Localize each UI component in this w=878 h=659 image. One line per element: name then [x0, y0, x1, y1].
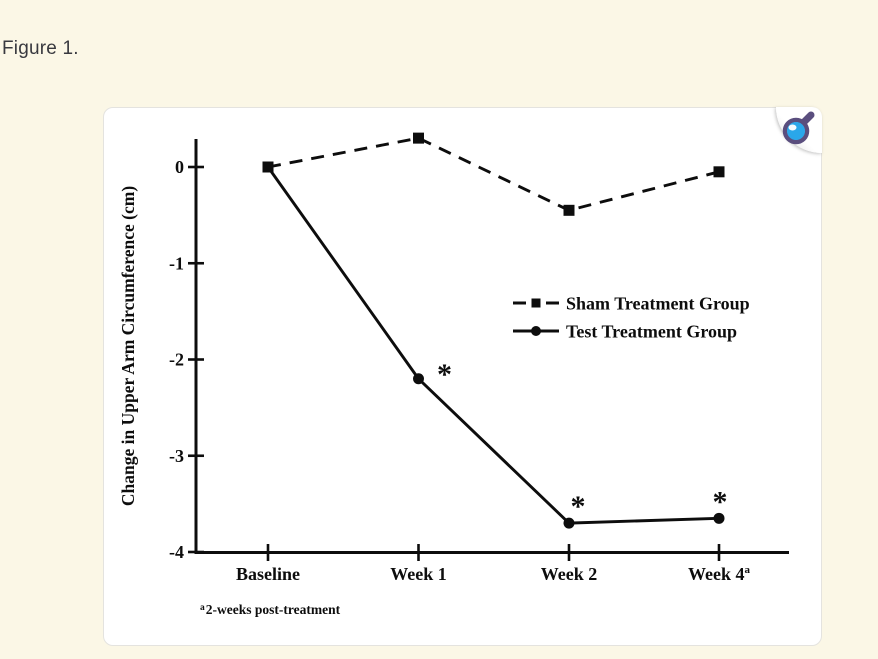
x-category-label: Week 1 [390, 564, 447, 584]
significance-asterisk: * [571, 490, 586, 523]
magnifier-badge[interactable] [776, 107, 822, 153]
x-category-label: Week 4a [688, 564, 751, 584]
y-tick-label: -1 [169, 253, 184, 273]
series-line-test [266, 166, 720, 525]
y-axis-title: Change in Upper Arm Circumference (cm) [118, 186, 138, 506]
magnifier-icon [782, 111, 815, 145]
legend-sample-square [531, 298, 541, 308]
marker-square [713, 166, 725, 178]
footnote: a2-weeks post-treatment [200, 602, 341, 617]
marker-square [262, 161, 274, 173]
significance-asterisk: * [713, 485, 728, 518]
y-tick-label: 0 [175, 157, 184, 177]
marker-square [413, 132, 424, 144]
marker-circle [713, 512, 725, 524]
y-tick-label: -2 [169, 350, 184, 370]
line-chart-canvas: 0 -1 -2 -3 -4 Baseline Week 1 Week 2 Week 4a Chan… [118, 132, 789, 617]
significance-asterisk: * [437, 358, 452, 391]
marker-circle [413, 373, 424, 385]
x-category-label: Baseline [236, 564, 300, 584]
figure-chart: 0 -1 -2 -3 -4 Baseline Week 1 Week 2 Week 4a Chan… [104, 108, 821, 645]
series-line-sham [267, 136, 720, 212]
marker-square [563, 204, 575, 216]
figure-label: Figure 1. [2, 38, 79, 59]
y-tick-label: -4 [169, 542, 184, 562]
figure-card: 0 -1 -2 -3 -4 Baseline Week 1 Week 2 Week 4a Chan… [103, 107, 822, 646]
x-category-label: Week 2 [541, 564, 598, 584]
y-tick-label: -3 [169, 446, 184, 466]
legend-label: Test Treatment Group [566, 322, 737, 342]
marker-circle [563, 517, 575, 529]
legend-label: Sham Treatment Group [566, 294, 750, 314]
legend-sample-circle [531, 326, 541, 336]
